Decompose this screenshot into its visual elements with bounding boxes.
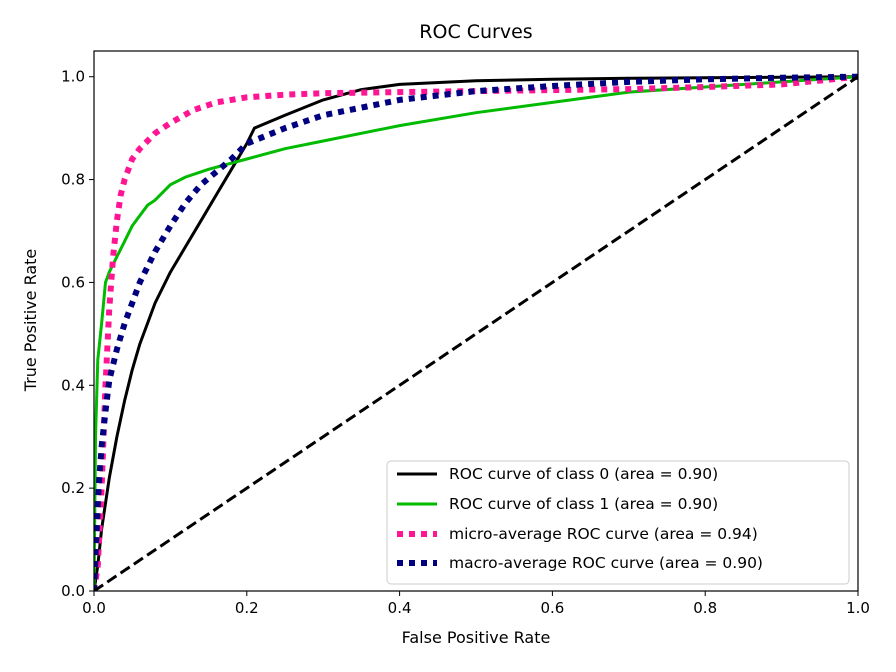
legend-entry-class-1: ROC curve of class 1 (area = 0.90) bbox=[449, 495, 718, 513]
legend-entry-macro-average: macro-average ROC curve (area = 0.90) bbox=[449, 554, 763, 572]
legend-box bbox=[386, 460, 850, 585]
series-class-0 bbox=[94, 75, 858, 591]
plot-frame bbox=[93, 50, 859, 592]
x-tick-label: 1.0 bbox=[846, 599, 870, 617]
legend-entry-micro-average: micro-average ROC curve (area = 0.94) bbox=[449, 525, 758, 543]
chart-title: ROC Curves bbox=[419, 21, 532, 43]
y-axis-label: True Positive Rate bbox=[21, 249, 40, 393]
y-tick-label: 0.4 bbox=[61, 376, 85, 394]
x-tick-label: 0.6 bbox=[540, 599, 564, 617]
x-tick-label: 0.0 bbox=[82, 599, 106, 617]
y-tick-label: 0.8 bbox=[61, 171, 85, 189]
x-axis-label: False Positive Rate bbox=[402, 628, 551, 647]
x-tick-label: 0.2 bbox=[235, 599, 259, 617]
legend-entry-class-0: ROC curve of class 0 (area = 0.90) bbox=[449, 465, 718, 483]
plot-area: 0.0 0.2 0.4 0.6 0.8 1.0 0.0 0.2 0.4 0.6 0.8 1.0 bbox=[61, 50, 870, 617]
x-tick-label: 0.4 bbox=[388, 599, 412, 617]
y-tick-label: 0.2 bbox=[61, 479, 85, 497]
series-class-1 bbox=[94, 75, 858, 591]
series-chance-diagonal bbox=[94, 75, 858, 591]
x-tick-label: 0.8 bbox=[693, 599, 717, 617]
y-tick-label: 0.6 bbox=[61, 273, 85, 291]
y-tick-label: 0.0 bbox=[61, 582, 85, 600]
series-macro-average bbox=[94, 73, 858, 591]
legend: ROC curve of class 0 (area = 0.90) ROC c… bbox=[386, 460, 850, 585]
y-tick-label: 1.0 bbox=[61, 68, 85, 86]
